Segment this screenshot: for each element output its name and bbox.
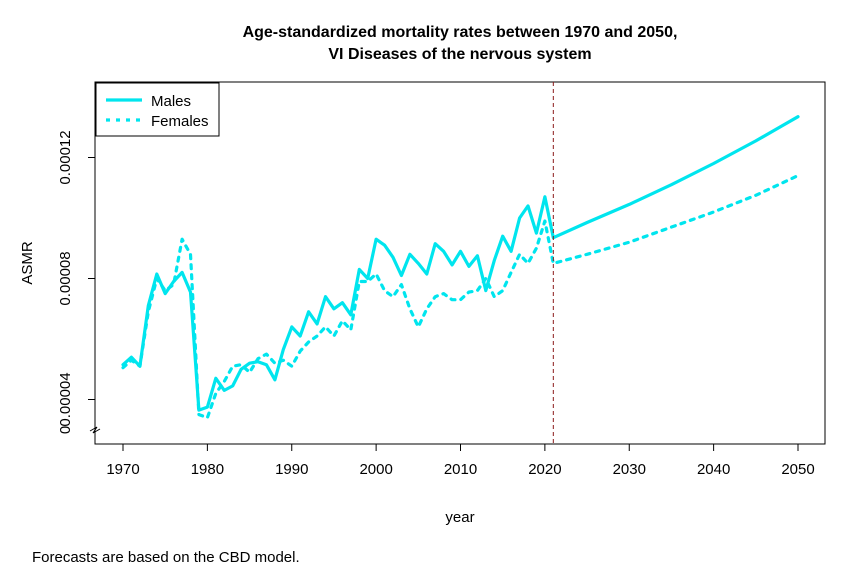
series-line-males (121, 115, 800, 412)
x-axis-label: year (445, 509, 474, 526)
y-tick-label: 0.00008 (57, 251, 74, 305)
chart-title-line-2: VI Diseases of the nervous system (328, 46, 591, 63)
legend-box (95, 82, 220, 137)
x-tick-label: 2000 (359, 461, 392, 478)
x-tick-label: 2010 (444, 461, 477, 478)
plot-series (121, 115, 800, 420)
x-tick-label: 2050 (781, 461, 814, 478)
legend-label-females: Females (151, 113, 209, 130)
y-axis-break-mark (89, 426, 101, 434)
x-tick-label: 1980 (191, 461, 224, 478)
y-axis: 00.00004 0.00008 0.00012 (57, 130, 101, 434)
chart-title-line-1: Age-standardized mortality rates between… (243, 24, 678, 41)
legend: Males Females (95, 82, 220, 137)
y-axis-label: ASMR (19, 241, 36, 285)
y-tick-label: 0.00012 (57, 130, 74, 184)
chart-title: Age-standardized mortality rates between… (243, 24, 678, 63)
y-tick-label: 0.00004 (57, 372, 74, 426)
legend-label-males: Males (151, 93, 191, 110)
x-tick-label: 1990 (275, 461, 308, 478)
series-line-females (121, 174, 800, 420)
x-tick-label: 2030 (613, 461, 646, 478)
footnote: Forecasts are based on the CBD model. (32, 549, 300, 566)
x-tick-label: 2040 (697, 461, 730, 478)
x-axis: 1970 1980 1990 2000 2010 2020 2030 2040 2050 (106, 443, 815, 478)
y-axis-break-label: 0 (57, 426, 74, 434)
x-tick-label: 1970 (106, 461, 139, 478)
x-tick-label: 2020 (528, 461, 561, 478)
